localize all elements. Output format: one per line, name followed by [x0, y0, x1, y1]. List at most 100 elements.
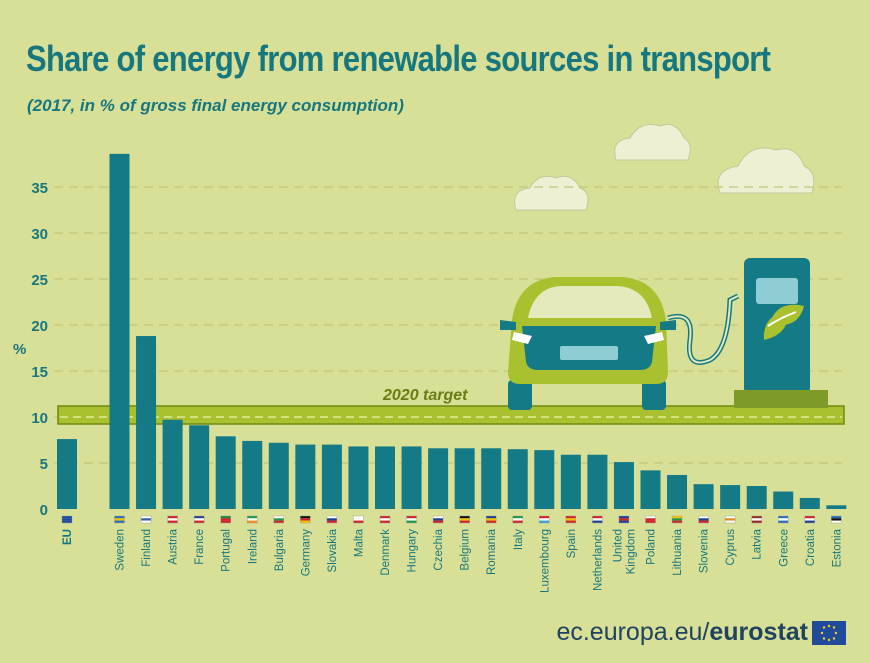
y-tick-label: 25 [31, 272, 48, 289]
flag-icon [751, 515, 762, 524]
x-axis-labels: EU Sweden Finland Austria France Portugal Irel… [62, 528, 843, 593]
x-tick-label: Finland [141, 529, 153, 567]
flag-icon [831, 515, 842, 524]
bar-austria [162, 419, 183, 509]
x-tick-label: Hungary [407, 529, 419, 573]
flag-icon [486, 515, 497, 524]
x-tick-label: Croatia [805, 528, 817, 566]
flag-icon [778, 515, 789, 524]
x-tick-label: Latvia [752, 528, 764, 559]
bar-luxembourg [534, 450, 555, 509]
flag-icon [698, 515, 709, 524]
flag-icon [539, 515, 550, 524]
car-icon [500, 277, 676, 410]
bar-eu [57, 439, 77, 509]
bar-italy [507, 449, 528, 509]
bar-belgium [454, 448, 475, 509]
bar-croatia [799, 497, 820, 509]
flag-icon [406, 515, 417, 524]
bar-sweden [109, 153, 130, 509]
bar-latvia [746, 486, 767, 509]
bar-czechia [428, 448, 449, 509]
flag-icon [459, 515, 470, 524]
bar-ireland [242, 440, 263, 509]
flag-icon [220, 515, 231, 524]
bar-romania [481, 448, 502, 509]
x-tick-label: Kingdom [625, 529, 637, 574]
y-tick-label: 10 [31, 410, 48, 427]
y-tick-label: 30 [31, 226, 48, 243]
x-tick-label: Cyprus [725, 529, 737, 566]
x-tick-label: Bulgaria [274, 528, 286, 571]
flag-icon [565, 515, 577, 524]
x-tick-label: Romania [486, 528, 498, 575]
x-tick-label: Lithuania [672, 528, 684, 575]
y-tick-label: 20 [31, 318, 48, 335]
bar-hungary [401, 446, 422, 509]
bar-lithuania [667, 474, 688, 509]
x-tick-label: Luxembourg [539, 529, 551, 593]
x-tick-label: Denmark [380, 529, 392, 576]
x-tick-label: EU [62, 529, 74, 545]
bar-finland [136, 336, 157, 509]
bar-slovenia [693, 484, 714, 509]
y-tick-label: 5 [40, 456, 48, 473]
bar-spain [560, 454, 581, 509]
flag-icon [671, 515, 683, 524]
footer: ec.europa.eu/ eurostat [556, 618, 846, 647]
flag-icon [273, 515, 284, 524]
target-band [57, 405, 845, 425]
cloud-icon [717, 147, 815, 194]
bar-bulgaria [268, 442, 289, 509]
y-tick-label: 15 [31, 364, 48, 381]
flag-icon [512, 515, 523, 524]
bar-malta [348, 446, 369, 509]
x-tick-label: Slovakia [327, 528, 339, 572]
bar-united-kingdom [613, 462, 634, 509]
flag-icon [114, 515, 125, 524]
bar-netherlands [587, 454, 608, 509]
x-tick-label: Italy [513, 529, 525, 550]
x-tick-label: Sweden [115, 529, 127, 571]
x-tick-label: Spain [566, 529, 578, 558]
bar-france [189, 425, 210, 509]
bar-poland [640, 470, 661, 509]
flag-icon [167, 515, 178, 524]
x-tick-label: France [194, 529, 206, 565]
charging-station-icon [667, 258, 828, 408]
flag-icon [618, 515, 630, 524]
cloud-icon [614, 124, 691, 161]
x-tick-label: Malta [353, 528, 365, 557]
flag-icon [592, 515, 603, 524]
flag-icon [300, 515, 311, 524]
chart-subtitle: (2017, in % of gross final energy consum… [27, 96, 404, 115]
x-tick-label: Poland [646, 529, 658, 565]
bars [57, 153, 847, 509]
y-tick-label: 35 [31, 180, 48, 197]
footer-url[interactable]: ec.europa.eu/ [556, 618, 710, 646]
bar-cyprus [720, 485, 741, 509]
eu-flag-icon [812, 620, 846, 645]
chart-title: Share of energy from renewable sources i… [26, 38, 771, 79]
x-tick-label: United [612, 529, 624, 562]
country-flags [61, 515, 842, 524]
x-tick-label: Greece [778, 529, 790, 567]
bar-denmark [375, 446, 395, 509]
x-tick-label: Portugal [221, 529, 233, 572]
flag-icon [247, 515, 258, 524]
flag-icon [193, 515, 205, 524]
x-tick-label: Belgium [460, 529, 472, 571]
bar-greece [773, 491, 794, 509]
flag-icon [61, 515, 73, 524]
x-tick-label: Slovenia [699, 528, 711, 573]
cloud-icon [514, 175, 589, 211]
x-tick-label: Netherlands [592, 529, 604, 591]
flag-icon [804, 515, 815, 524]
flag-icon [326, 515, 338, 524]
bar-portugal [215, 436, 236, 509]
flag-icon [140, 515, 152, 524]
x-tick-label: Estonia [831, 528, 843, 567]
bar-estonia [826, 505, 847, 509]
target-label: 2020 target [382, 387, 468, 404]
